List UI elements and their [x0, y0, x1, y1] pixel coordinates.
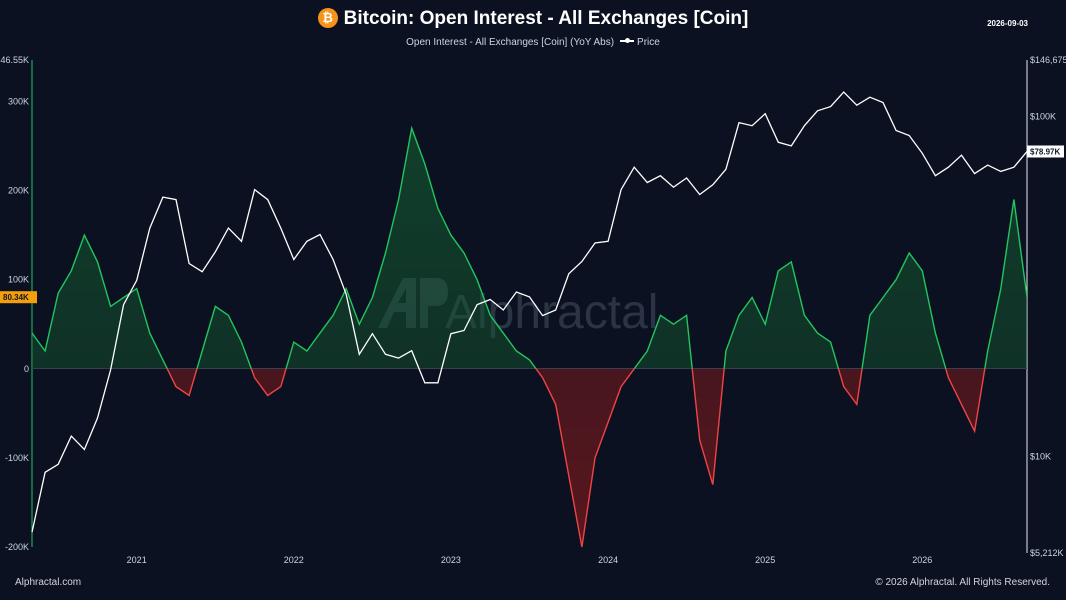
current-price-label: $78.97K [1030, 148, 1060, 157]
chart-date: 2026-09-03 [987, 19, 1028, 28]
right-tick-label: $146,675K [1030, 55, 1066, 65]
left-axis-ticks: 346.55K 300K 200K 100K 0 -100K -200K [0, 55, 29, 552]
oi-positive-area [32, 128, 1027, 369]
chart-legend: Open Interest - All Exchanges [Coin] (Yo… [0, 37, 1066, 48]
footer-copyright: © 2026 Alphractal. All Rights Reserved. [875, 577, 1050, 588]
left-tick-label: 0 [24, 364, 29, 374]
right-tick-label: $5,212K [1030, 548, 1064, 558]
oi-positive-line[interactable] [32, 125, 1027, 547]
x-tick-label: 2025 [755, 555, 775, 565]
legend-price[interactable]: Price [637, 37, 660, 48]
chart-title-row: ₿ Bitcoin: Open Interest - All Exchanges … [0, 8, 1066, 30]
current-oi-label: 80.34K [3, 293, 29, 302]
left-tick-label: 200K [8, 186, 29, 196]
right-tick-label: $100K [1030, 112, 1056, 122]
legend-oi[interactable]: Open Interest - All Exchanges [Coin] (Yo… [406, 37, 615, 48]
current-price-badge: $78.97K [1027, 145, 1064, 158]
left-tick-label: 100K [8, 275, 29, 285]
left-tick-label: -200K [5, 542, 29, 552]
right-axis-ticks: $146,675K $100K $10K $5,212K [1030, 55, 1066, 558]
bitcoin-icon: ₿ [317, 8, 338, 28]
left-tick-label: 300K [8, 97, 29, 107]
left-tick-label: 346.55K [0, 55, 29, 65]
x-tick-label: 2026 [912, 555, 932, 565]
x-tick-label: 2021 [127, 555, 147, 565]
current-oi-badge: 80.34K [0, 291, 37, 304]
chart-title: Bitcoin: Open Interest - All Exchanges [… [343, 8, 749, 29]
price-line[interactable] [31, 91, 1028, 533]
right-tick-label: $10K [1030, 452, 1051, 462]
x-tick-label: 2022 [284, 555, 304, 565]
x-tick-label: 2023 [441, 555, 461, 565]
left-tick-label: -100K [5, 453, 29, 463]
chart-header: ₿ Bitcoin: Open Interest - All Exchanges … [0, 0, 1066, 60]
footer-site[interactable]: Alphractal.com [15, 577, 82, 588]
price-legend-line-icon [620, 38, 635, 43]
oi-negative-line[interactable] [32, 128, 1027, 548]
x-axis-ticks: 2021 2022 2023 2024 2025 2026 [127, 555, 933, 565]
x-tick-label: 2024 [598, 555, 618, 565]
